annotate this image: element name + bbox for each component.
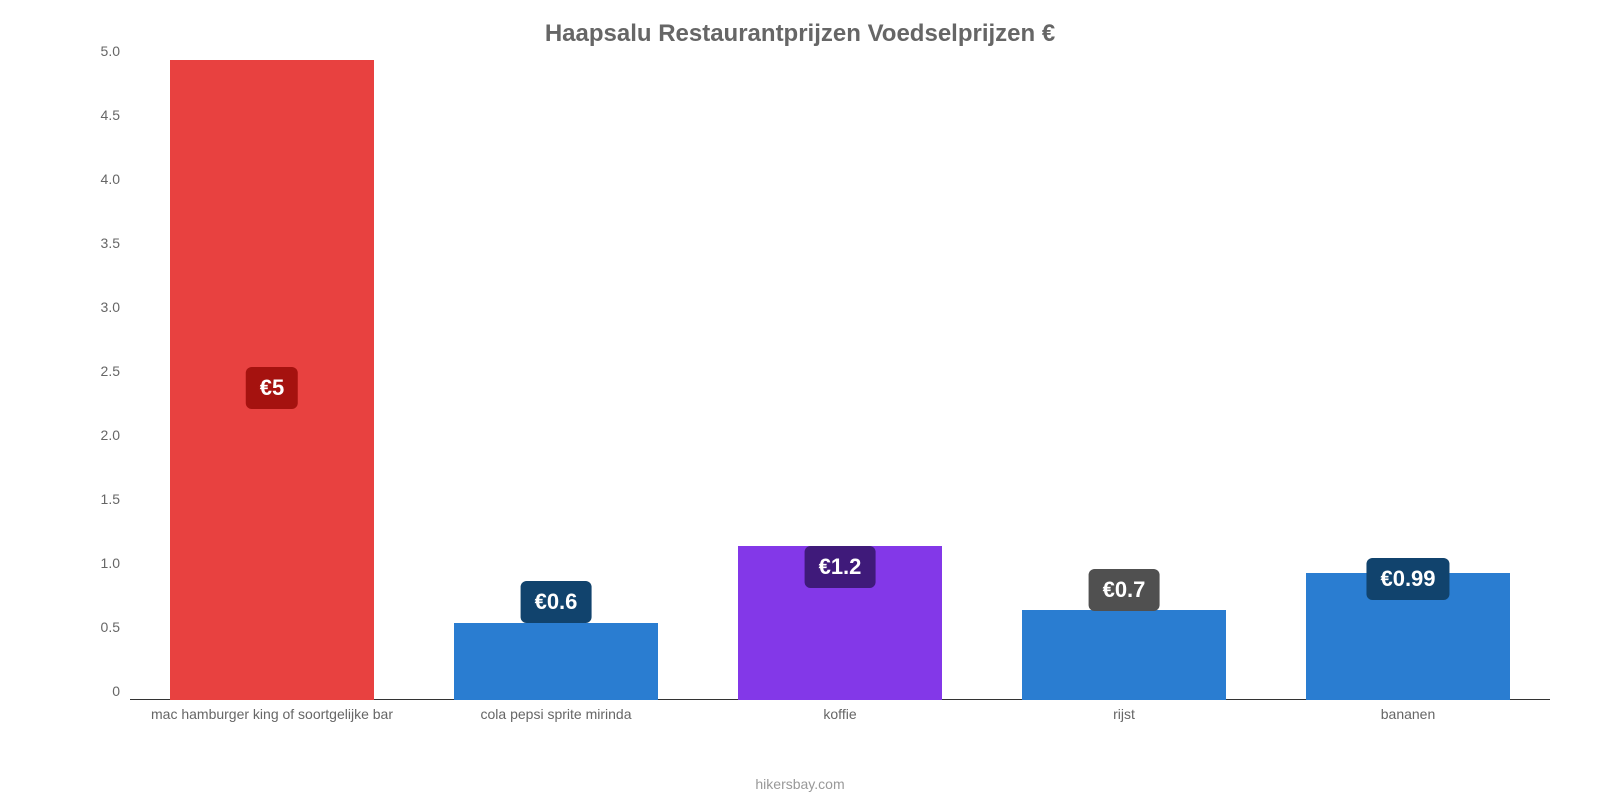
y-tick: 3.5 <box>101 235 120 251</box>
value-label: €5 <box>246 367 298 409</box>
x-label: rijst <box>1113 706 1135 722</box>
y-tick: 4.5 <box>101 107 120 123</box>
y-tick: 5.0 <box>101 43 120 59</box>
y-tick: 0.5 <box>101 619 120 635</box>
y-tick: 1.5 <box>101 491 120 507</box>
x-label: bananen <box>1381 706 1436 722</box>
bar <box>454 623 658 700</box>
y-tick: 0 <box>112 683 120 699</box>
y-tick: 1.0 <box>101 555 120 571</box>
value-label: €1.2 <box>805 546 876 588</box>
chart-container: Haapsalu Restaurantprijzen Voedselprijze… <box>0 0 1600 800</box>
y-tick: 2.0 <box>101 427 120 443</box>
y-tick: 4.0 <box>101 171 120 187</box>
y-tick: 2.5 <box>101 363 120 379</box>
y-tick: 3.0 <box>101 299 120 315</box>
x-label: koffie <box>823 706 856 722</box>
source-label: hikersbay.com <box>0 776 1600 792</box>
plot-area: €5 €0.6 €1.2 €0.7 €0.99 <box>130 60 1550 700</box>
value-label: €0.6 <box>521 581 592 623</box>
chart-title: Haapsalu Restaurantprijzen Voedselprijze… <box>0 20 1600 48</box>
bar <box>1022 610 1226 700</box>
x-label: mac hamburger king of soortgelijke bar <box>151 706 393 722</box>
value-label: €0.7 <box>1089 569 1160 611</box>
x-axis: mac hamburger king of soortgelijke bar co… <box>130 700 1550 760</box>
y-axis: 00.51.01.52.02.53.03.54.04.55.0 <box>0 60 130 700</box>
x-label: cola pepsi sprite mirinda <box>481 706 632 722</box>
value-label: €0.99 <box>1366 558 1449 600</box>
